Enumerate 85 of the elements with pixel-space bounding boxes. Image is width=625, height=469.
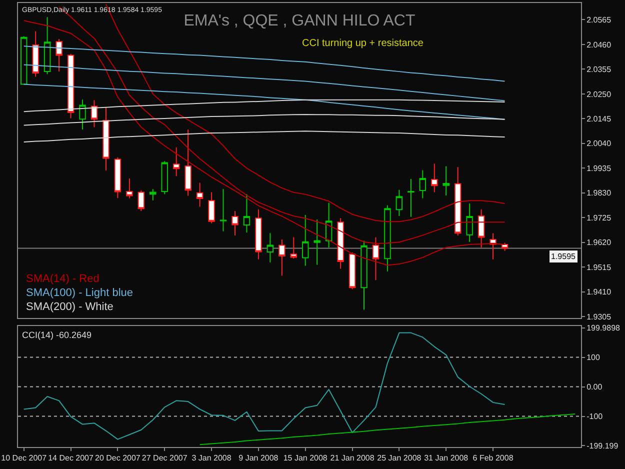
x-tick-label: 3 Jan 2008 (192, 454, 232, 463)
text: SMA(200) - White (26, 301, 114, 313)
x-tick-label: 15 Jan 2008 (283, 454, 328, 463)
y-tick-label: 199.9898 (586, 324, 621, 333)
candlestick (478, 208, 485, 248)
line-series (23, 130, 506, 143)
line-series (23, 64, 506, 102)
text: CCI(14) -60.2649 (22, 330, 92, 340)
x-tick-label: 31 Jan 2008 (424, 454, 469, 463)
y-tick-label: 2.0250 (586, 90, 612, 99)
candlestick (196, 182, 204, 208)
x-tick-label: 20 Dec 2007 (95, 454, 141, 463)
y-tick-label: 2.0355 (586, 65, 612, 74)
candlestick (454, 166, 462, 236)
text: EMA's , QQE , GANN HILO ACT (184, 12, 416, 30)
candlestick (408, 178, 414, 218)
candlestick (325, 202, 332, 248)
candlestick (56, 38, 62, 72)
y-tick-label: 1.9830 (586, 188, 612, 198)
candlestick (44, 16, 51, 75)
text: SMA(14) - Red (26, 273, 100, 285)
candlestick (79, 99, 86, 130)
candlestick (348, 252, 356, 290)
candlestick (243, 194, 250, 233)
candlestick (220, 188, 227, 232)
candlestick (20, 36, 28, 86)
candlestick (150, 188, 156, 201)
candlestick (419, 170, 426, 199)
candlestick (114, 156, 122, 199)
x-tick-label: 9 Jan 2008 (238, 454, 279, 463)
x-tick-label: 6 Feb 2008 (472, 454, 514, 463)
candlestick (102, 107, 110, 172)
candlestick (172, 146, 180, 177)
candlestick (67, 53, 74, 119)
y-tick-label: 1.9935 (586, 164, 612, 173)
x-tick-label: 21 Jan 2008 (330, 454, 375, 463)
ref-line-label: 1.9595 (551, 252, 576, 261)
candlestick (184, 129, 192, 196)
x-tick-label: 25 Jan 2008 (377, 454, 422, 463)
y-tick-label: 1.9515 (586, 262, 612, 272)
candlestick (372, 236, 380, 281)
y-tick-label: -199.199 (586, 441, 619, 450)
y-tick-label: -100 (586, 412, 604, 422)
y-tick-label: 2.0565 (586, 16, 612, 25)
candlestick (396, 189, 403, 216)
candlestick (90, 100, 98, 128)
candlestick (32, 30, 39, 78)
candlestick (208, 192, 215, 224)
y-tick-label: 1.9305 (586, 312, 612, 322)
line-series (23, 84, 506, 120)
candlestick (384, 204, 391, 272)
candlestick (138, 190, 145, 212)
y-tick-label: 2.0040 (586, 139, 612, 148)
x-tick-label: 10 Dec 2007 (1, 454, 48, 463)
y-tick-label: 2.0145 (586, 114, 612, 124)
candlestick (255, 208, 262, 260)
candlestick (161, 160, 168, 195)
candlestick (490, 232, 496, 260)
candlestick (360, 240, 368, 310)
candlestick (501, 242, 508, 252)
candlestick (431, 163, 438, 193)
candlestick (232, 210, 238, 236)
candlestick (442, 166, 450, 196)
annotation: CCI turning up + resistance (302, 38, 424, 49)
y-tick-label: 100 (586, 353, 600, 362)
candlestick (314, 219, 320, 266)
candlestick (337, 218, 344, 270)
candlestick (278, 239, 286, 276)
candlestick (290, 236, 298, 260)
line-series (23, 332, 506, 440)
candlestick (126, 178, 133, 199)
x-tick-label: 14 Dec 2007 (48, 454, 94, 463)
line-series (23, 99, 506, 112)
line-series (23, 114, 506, 126)
x-tick-label: 27 Dec 2007 (142, 454, 188, 463)
y-tick-label: 1.9620 (586, 238, 612, 248)
candlestick (466, 203, 473, 242)
candlestick (266, 232, 274, 263)
y-tick-label: 0.00 (586, 382, 603, 392)
y-tick-label: 1.9410 (586, 288, 612, 297)
y-tick-label: 1.9725 (586, 213, 612, 222)
candlestick (302, 214, 309, 266)
line-series (199, 413, 576, 446)
y-tick-label: 2.0460 (586, 40, 612, 50)
text: SMA(100) - Light blue (26, 287, 133, 299)
